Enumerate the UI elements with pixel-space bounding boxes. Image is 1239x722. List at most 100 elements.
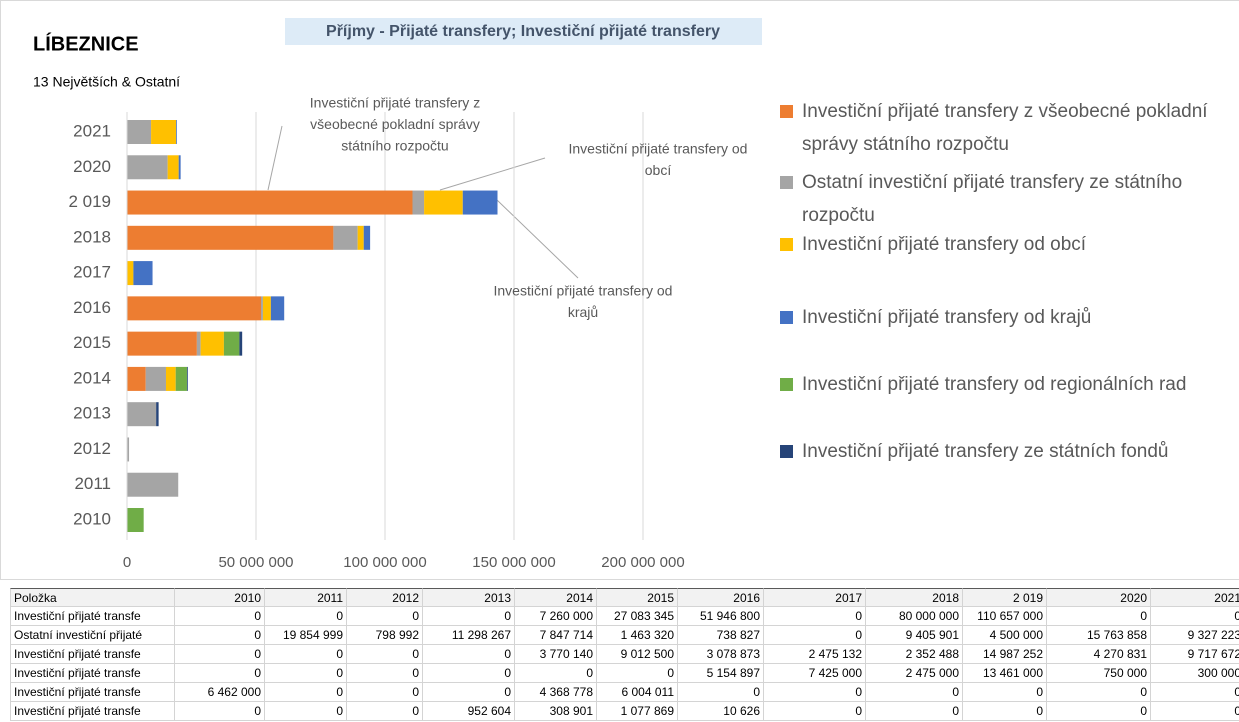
bar-segment (127, 366, 146, 391)
cell: 0 (963, 702, 1047, 721)
y-tick-label: 2 019 (68, 192, 111, 211)
cell: 0 (1047, 607, 1151, 626)
cell: 0 (265, 607, 347, 626)
bar-segment (127, 120, 152, 144)
cell: 2021 (1151, 588, 1239, 607)
legend-item: Investiční přijaté transfery od obcí (780, 228, 1239, 261)
y-tick-label: 2020 (73, 157, 111, 176)
legend-item: Investiční přijaté transfery od regionál… (780, 368, 1239, 401)
cell: 2018 (866, 588, 963, 607)
cell: 19 854 999 (265, 626, 347, 645)
cell: 2017 (764, 588, 866, 607)
cell: 0 (265, 645, 347, 664)
cell: 7 260 000 (515, 607, 597, 626)
row-label: Investiční přijaté transfe (10, 607, 175, 626)
bar-segment (165, 366, 176, 391)
bar-segment (262, 296, 271, 321)
legend-swatch (780, 445, 793, 458)
cell: 0 (175, 664, 265, 683)
cell: 0 (265, 683, 347, 702)
bar-segment (127, 155, 168, 180)
leader-line (267, 125, 283, 191)
bar-segment (167, 155, 179, 180)
cell: 0 (423, 664, 515, 683)
bar-segment (156, 402, 159, 427)
cell: 4 368 778 (515, 683, 597, 702)
bar-segment (424, 190, 463, 215)
cell: 300 000 (1151, 664, 1239, 683)
annotation: státního rozpočtu (341, 138, 448, 154)
subtitle: 13 Největších & Ostatní (33, 74, 180, 90)
cell: 0 (1151, 607, 1239, 626)
cell: 0 (866, 702, 963, 721)
cell: 4 270 831 (1047, 645, 1151, 664)
cell: 2 352 488 (866, 645, 963, 664)
legend-label: Investiční přijaté transfery ze státních… (802, 441, 1169, 462)
bar-segment (270, 296, 285, 321)
cell: 2011 (265, 588, 347, 607)
row-label: Investiční přijaté transfe (10, 683, 175, 702)
chart-border (0, 0, 1239, 580)
bar-segment (127, 296, 262, 321)
cell: 13 461 000 (963, 664, 1047, 683)
bar-segment (200, 331, 224, 356)
cell: 2 019 (963, 588, 1047, 607)
bar-segment (127, 261, 134, 286)
cell: 0 (423, 645, 515, 664)
cell: 80 000 000 (866, 607, 963, 626)
cell: 0 (597, 664, 678, 683)
cell: 4 500 000 (963, 626, 1047, 645)
cell: 0 (347, 683, 423, 702)
cell: 0 (764, 683, 866, 702)
cell: 15 763 858 (1047, 626, 1151, 645)
y-tick-label: 2012 (73, 439, 111, 458)
cell: 952 604 (423, 702, 515, 721)
cell: 0 (265, 702, 347, 721)
bar-segment (133, 261, 153, 286)
bar-segment (127, 472, 179, 497)
cell: 9 405 901 (866, 626, 963, 645)
bar-segment (151, 120, 177, 144)
cell: 0 (265, 664, 347, 683)
annotation: Investiční přijaté transfery z (310, 95, 480, 111)
cell: 6 462 000 (175, 683, 265, 702)
title-box (285, 18, 762, 45)
cell: 11 298 267 (423, 626, 515, 645)
x-tick-label: 200 000 000 (601, 554, 684, 571)
cell: 51 946 800 (678, 607, 764, 626)
legend-label: Ostatní investiční přijaté transfery ze … (802, 172, 1183, 226)
y-tick-label: 2013 (73, 404, 111, 423)
bar-segment (357, 225, 364, 250)
cell: 2013 (423, 588, 515, 607)
bar-segment (176, 120, 177, 144)
cell: 0 (175, 702, 265, 721)
x-tick-label: 0 (123, 554, 131, 571)
cell: 6 004 011 (597, 683, 678, 702)
cell: 2 475 132 (764, 645, 866, 664)
cell: 14 987 252 (963, 645, 1047, 664)
legend-label: Investiční přijaté transfery od obcí (802, 234, 1087, 255)
cell: 0 (423, 607, 515, 626)
cell: 798 992 (347, 626, 423, 645)
cell: 0 (423, 683, 515, 702)
cell: 0 (1047, 702, 1151, 721)
bar-segment (223, 331, 240, 356)
y-tick-label: 2010 (73, 509, 111, 528)
bar-segment (462, 190, 498, 215)
bar-segment (178, 155, 181, 180)
y-tick-label: 2021 (73, 121, 111, 140)
cell: 0 (866, 683, 963, 702)
bar-segment (239, 331, 243, 356)
legend-label: Investiční přijaté transfery od krajů (802, 307, 1092, 328)
bar-segment (333, 225, 358, 250)
legend-label: Investiční přijaté transfery z všeobecné… (802, 101, 1208, 155)
row-label: Investiční přijaté transfe (10, 702, 175, 721)
row-label: Ostatní investiční přijaté (10, 626, 175, 645)
y-tick-label: 2017 (73, 263, 111, 282)
annotation: všeobecné pokladní správy (310, 116, 480, 132)
cell: 0 (175, 626, 265, 645)
leader-line (496, 199, 579, 279)
y-tick-label: 2015 (73, 333, 111, 352)
bar-segment (127, 437, 130, 462)
cell: 0 (1151, 683, 1239, 702)
